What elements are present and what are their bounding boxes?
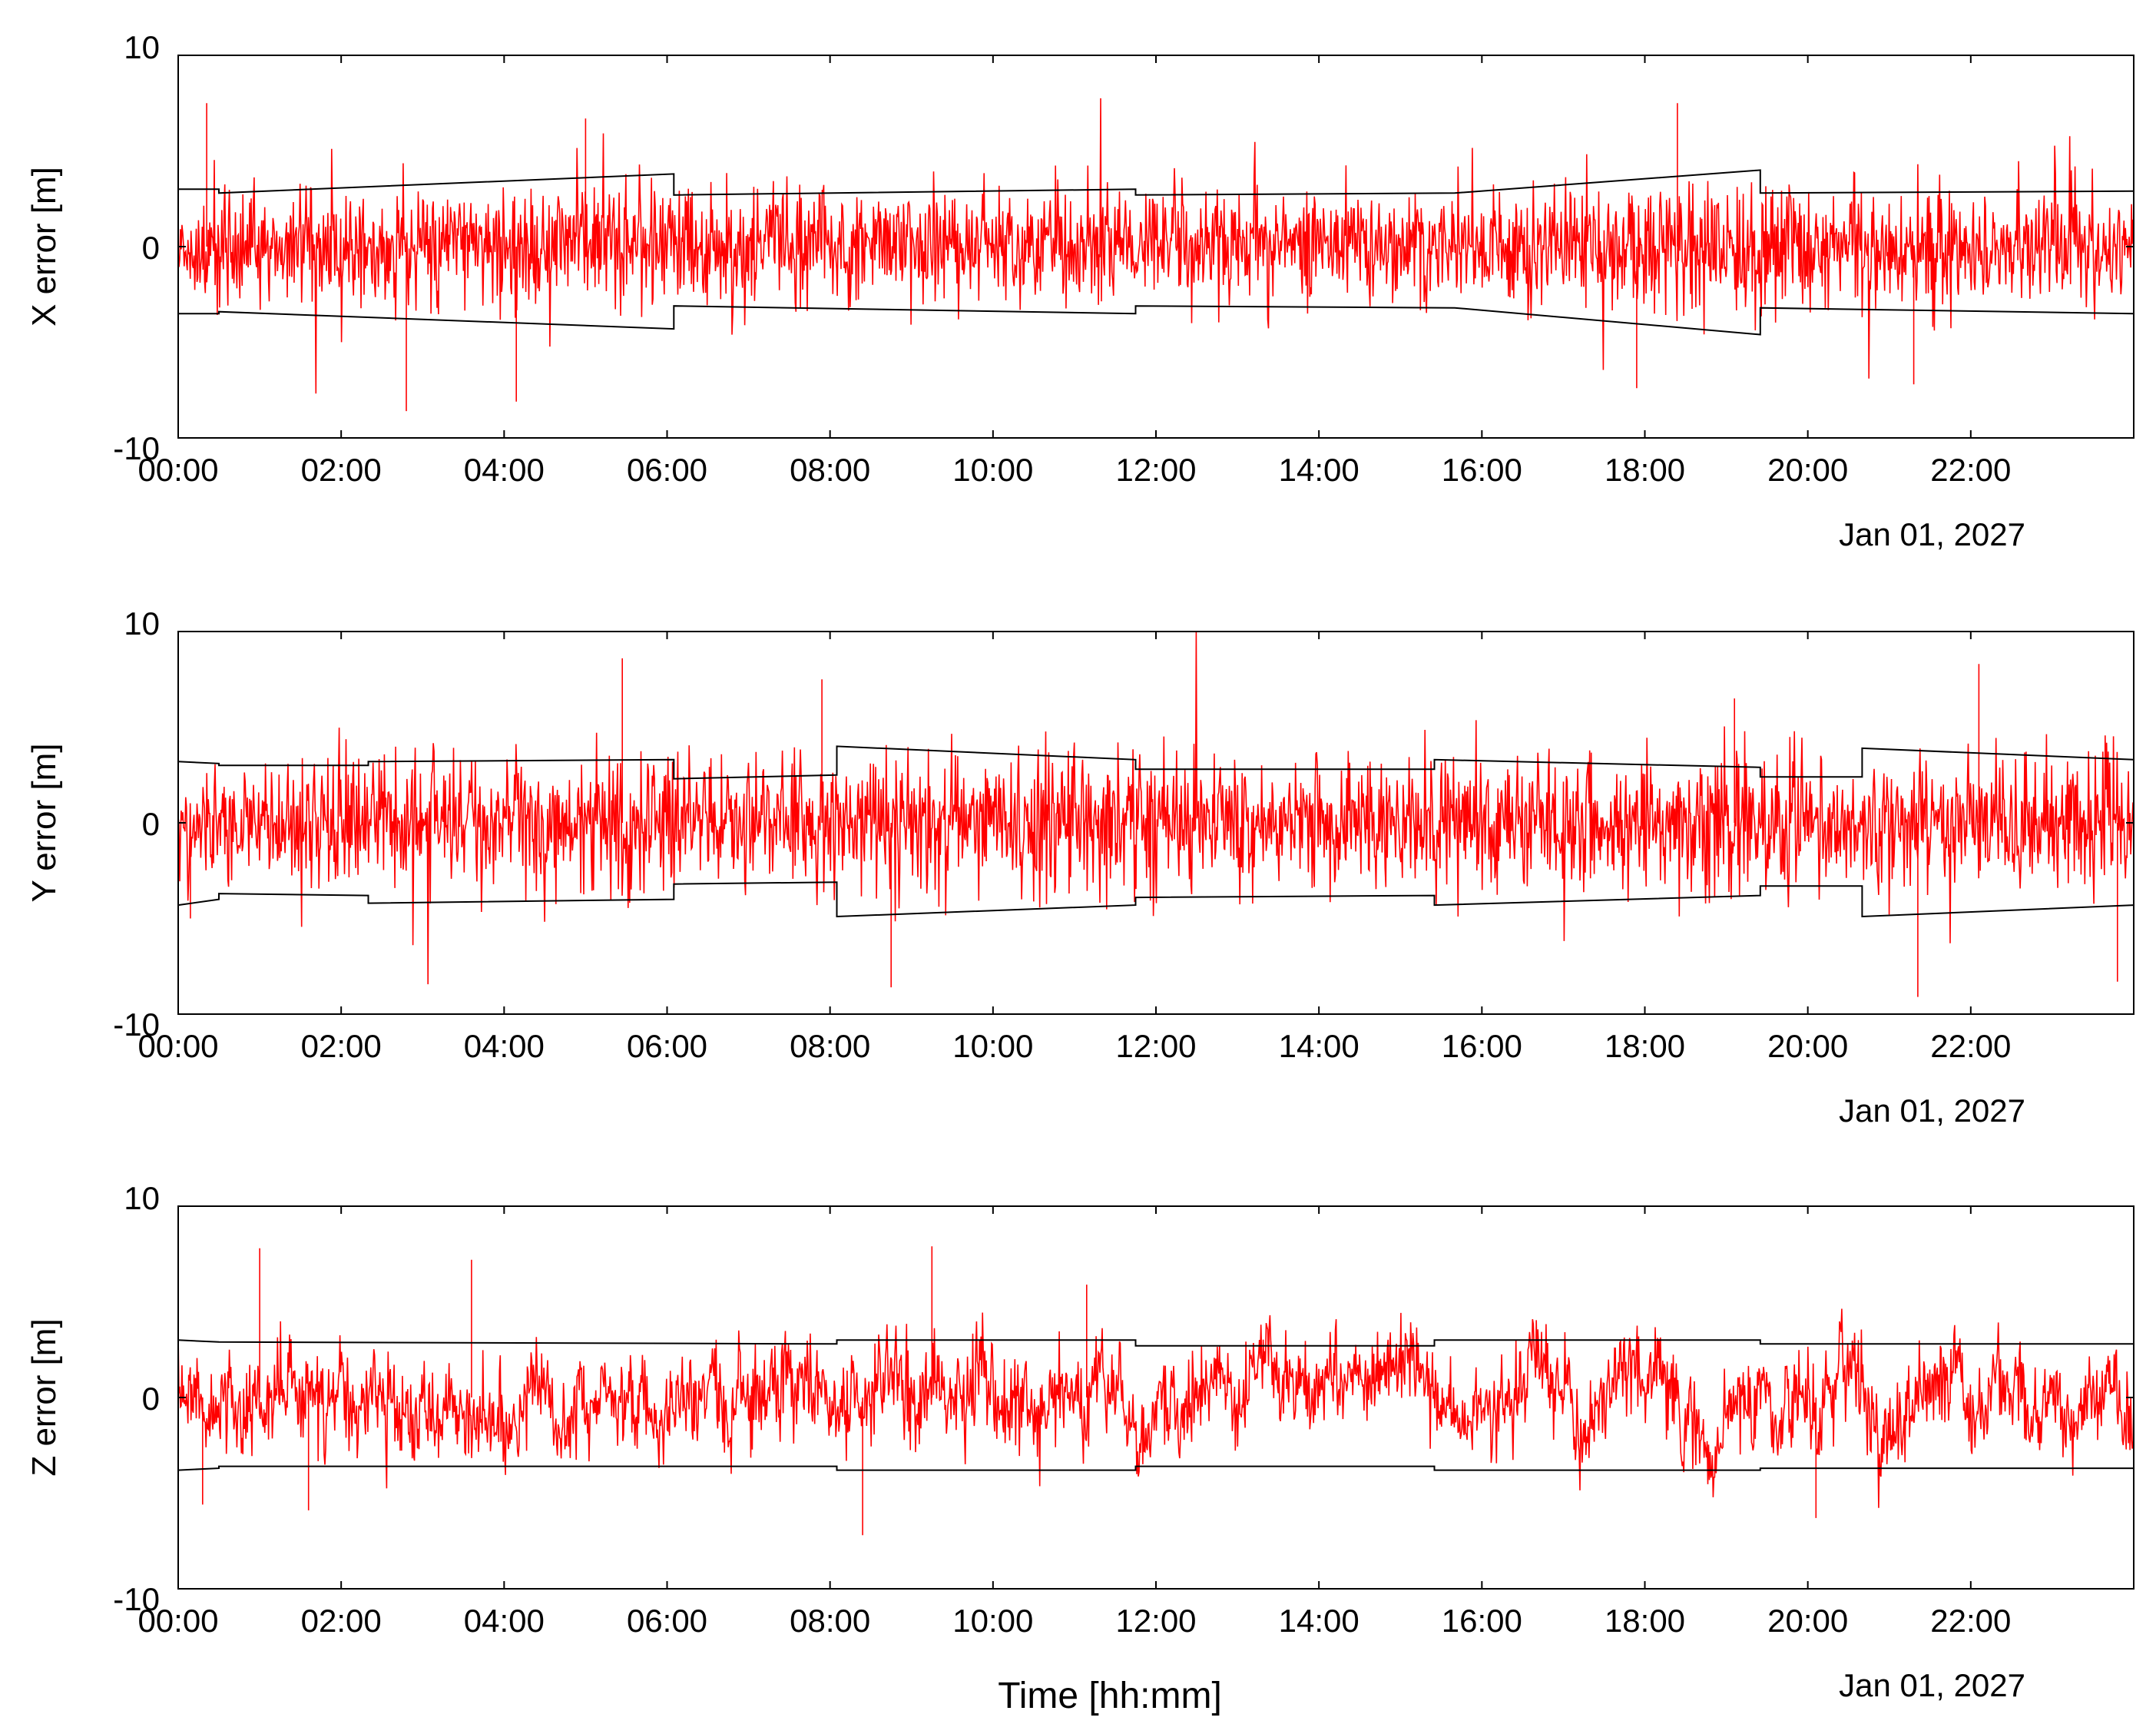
x-tick-label: 22:00 (1930, 1028, 2011, 1064)
x-tick-label: 16:00 (1442, 452, 1522, 488)
panel-3: -10 0 10 00:00 02:00 04:00 06:00 08:00 10:00 12:0… (25, 1180, 2134, 1703)
y-axis-label: Z error [m] (25, 1318, 63, 1476)
date-label: Jan 01, 2027 (1839, 1092, 2025, 1129)
x-tick-label: 08:00 (790, 1028, 870, 1064)
upper-bound-line (177, 745, 2134, 780)
x-tick-label: 08:00 (790, 1603, 870, 1639)
panel-2: -10 0 10 00:00 02:00 04:00 06:00 08:00 10:00 12:0… (25, 605, 2134, 1129)
y-tick-label: -10 (113, 430, 160, 466)
y-tick-label: 10 (124, 1180, 160, 1216)
upper-bound-line (177, 1339, 2134, 1347)
x-tick-label: 12:00 (1115, 452, 1196, 488)
x-tick-label: 08:00 (790, 452, 870, 488)
x-tick-label: 00:00 (137, 1028, 218, 1064)
upper-bound-line (178, 169, 2134, 196)
x-tick-label: 20:00 (1767, 452, 1848, 488)
x-tick-label: 00:00 (137, 1603, 218, 1639)
y-tick-label: 0 (142, 1381, 160, 1417)
y-tick-label: -10 (113, 1581, 160, 1617)
x-tick-label: 18:00 (1605, 1028, 1685, 1064)
x-tick-label: 06:00 (627, 1028, 707, 1064)
x-tick-label: 12:00 (1115, 1603, 1196, 1639)
panel-1: -10 0 10 00:00 02:00 04:00 06:00 08:00 10:00 12:0… (25, 29, 2134, 552)
x-tick-label: 10:00 (952, 1603, 1033, 1639)
y-axis-label: Y error [m] (25, 743, 63, 902)
date-label: Jan 01, 2027 (1839, 516, 2025, 552)
x-tick-label: 04:00 (464, 1028, 545, 1064)
x-tick-label: 00:00 (137, 452, 218, 488)
x-tick-label: 14:00 (1279, 1028, 1360, 1064)
y-tick-label: -10 (113, 1006, 160, 1043)
x-tick-label: 18:00 (1605, 1603, 1685, 1639)
y-tick-label: 0 (142, 230, 160, 266)
date-label: Jan 01, 2027 (1839, 1667, 2025, 1703)
x-tick-label: 12:00 (1115, 1028, 1196, 1064)
x-tick-label: 02:00 (301, 1028, 382, 1064)
x-tick-label: 16:00 (1442, 1028, 1522, 1064)
x-tick-label: 14:00 (1279, 452, 1360, 488)
x-tick-label: 10:00 (952, 1028, 1033, 1064)
x-tick-label: 04:00 (464, 452, 545, 488)
x-tick-label: 20:00 (1767, 1028, 1848, 1064)
lower-bound-line (177, 1465, 2134, 1471)
x-tick-label: 14:00 (1279, 1603, 1360, 1639)
x-tick-label: 16:00 (1442, 1603, 1522, 1639)
x-axis-label: Time [hh:mm] (998, 1676, 1222, 1716)
error-series-line (177, 1246, 2134, 1536)
x-tick-label: 22:00 (1930, 1603, 2011, 1639)
lower-bound-line (177, 881, 2134, 918)
x-tick-label: 20:00 (1767, 1603, 1848, 1639)
x-tick-label: 02:00 (301, 1603, 382, 1639)
y-tick-label: 10 (124, 605, 160, 642)
lower-bound-line (178, 305, 2134, 336)
y-tick-label: 10 (124, 29, 160, 65)
x-tick-label: 22:00 (1930, 452, 2011, 488)
error-series-line (177, 631, 2134, 997)
y-tick-label: 0 (142, 806, 160, 842)
x-tick-label: 06:00 (627, 1603, 707, 1639)
x-tick-label: 18:00 (1605, 452, 1685, 488)
y-axis-label: X error [m] (25, 167, 63, 327)
x-tick-label: 02:00 (301, 452, 382, 488)
x-tick-label: 04:00 (464, 1603, 545, 1639)
x-tick-label: 10:00 (952, 452, 1033, 488)
x-tick-label: 06:00 (627, 452, 707, 488)
